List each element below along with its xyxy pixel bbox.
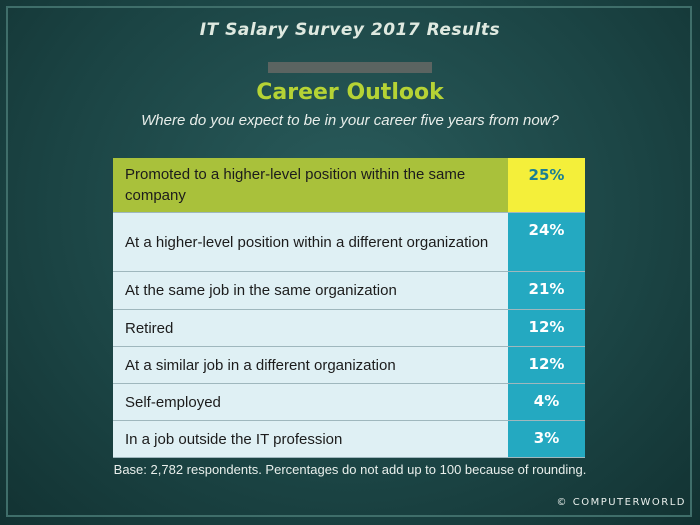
heading: Career Outlook <box>256 80 444 105</box>
subtitle: Where do you expect to be in your career… <box>141 112 559 129</box>
row-label: Promoted to a higher-level position with… <box>113 158 508 212</box>
footnote: Base: 2,782 respondents. Percentages do … <box>113 462 587 477</box>
title: IT Salary Survey 2017 Results <box>199 20 501 40</box>
table-row: Retired 12% <box>113 310 585 347</box>
frame <box>6 6 692 517</box>
row-label: At the same job in the same organization <box>113 272 508 309</box>
row-value: 4% <box>508 384 585 420</box>
table-row: In a job outside the IT profession 3% <box>113 421 585 458</box>
table-row: At a similar job in a different organiza… <box>113 347 585 384</box>
credit: © COMPUTERWORLD <box>556 497 686 508</box>
row-label: At a higher-level position within a diff… <box>113 213 508 271</box>
row-label: In a job outside the IT profession <box>113 421 508 457</box>
row-value: 24% <box>508 213 585 271</box>
table-row: Promoted to a higher-level position with… <box>113 158 585 213</box>
row-value: 12% <box>508 347 585 383</box>
table-row: At the same job in the same organization… <box>113 272 585 310</box>
row-label: At a similar job in a different organiza… <box>113 347 508 383</box>
row-value: 12% <box>508 310 585 346</box>
row-label: Self-employed <box>113 384 508 420</box>
table: Promoted to a higher-level position with… <box>113 158 585 458</box>
table-row: At a higher-level position within a diff… <box>113 213 585 272</box>
row-value: 21% <box>508 272 585 309</box>
row-value: 3% <box>508 421 585 457</box>
divider-bar <box>268 62 432 73</box>
table-row: Self-employed 4% <box>113 384 585 421</box>
row-value: 25% <box>508 158 585 212</box>
row-label: Retired <box>113 310 508 346</box>
